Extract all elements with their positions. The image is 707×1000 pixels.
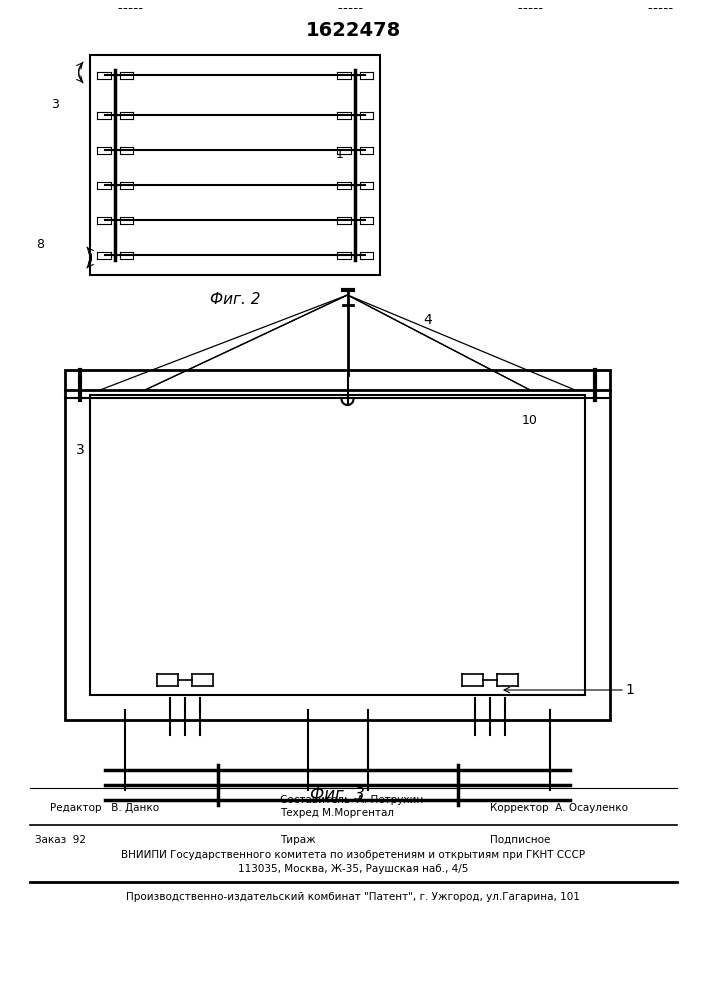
Text: 3: 3 [76, 443, 84, 457]
Text: Редактор   В. Данко: Редактор В. Данко [50, 803, 159, 813]
Bar [90, 395, 585, 695]
Text: 10: 10 [522, 414, 538, 426]
Text: 3: 3 [51, 99, 59, 111]
Text: Производственно-издательский комбинат "Патент", г. Ужгород, ул.Гагарина, 101: Производственно-издательский комбинат "П… [126, 892, 580, 902]
Text: 1: 1 [336, 148, 344, 161]
Text: Фиг. 2: Фиг. 2 [210, 292, 260, 308]
Text: 4: 4 [423, 313, 432, 327]
Text: Подписное: Подписное [490, 835, 550, 845]
Text: Корректор  А. Осауленко: Корректор А. Осауленко [490, 803, 628, 813]
Text: ВНИИПИ Государственного комитета по изобретениям и открытиям при ГКНТ СССР: ВНИИПИ Государственного комитета по изоб… [121, 850, 585, 860]
Text: Техред М.Моргентал: Техред М.Моргентал [280, 808, 394, 818]
Text: Тираж: Тираж [280, 835, 315, 845]
Text: Фиг. 3: Фиг. 3 [310, 786, 365, 804]
Text: Составитель  А. Петрухин: Составитель А. Петрухин [280, 795, 423, 805]
Bar [90, 55, 380, 275]
Text: 1: 1 [626, 683, 634, 697]
Bar [65, 370, 610, 720]
Text: 1622478: 1622478 [305, 20, 401, 39]
Text: 8: 8 [36, 238, 44, 251]
Text: 113035, Москва, Ж-35, Раушская наб., 4/5: 113035, Москва, Ж-35, Раушская наб., 4/5 [238, 864, 468, 874]
Text: Заказ  92: Заказ 92 [35, 835, 86, 845]
